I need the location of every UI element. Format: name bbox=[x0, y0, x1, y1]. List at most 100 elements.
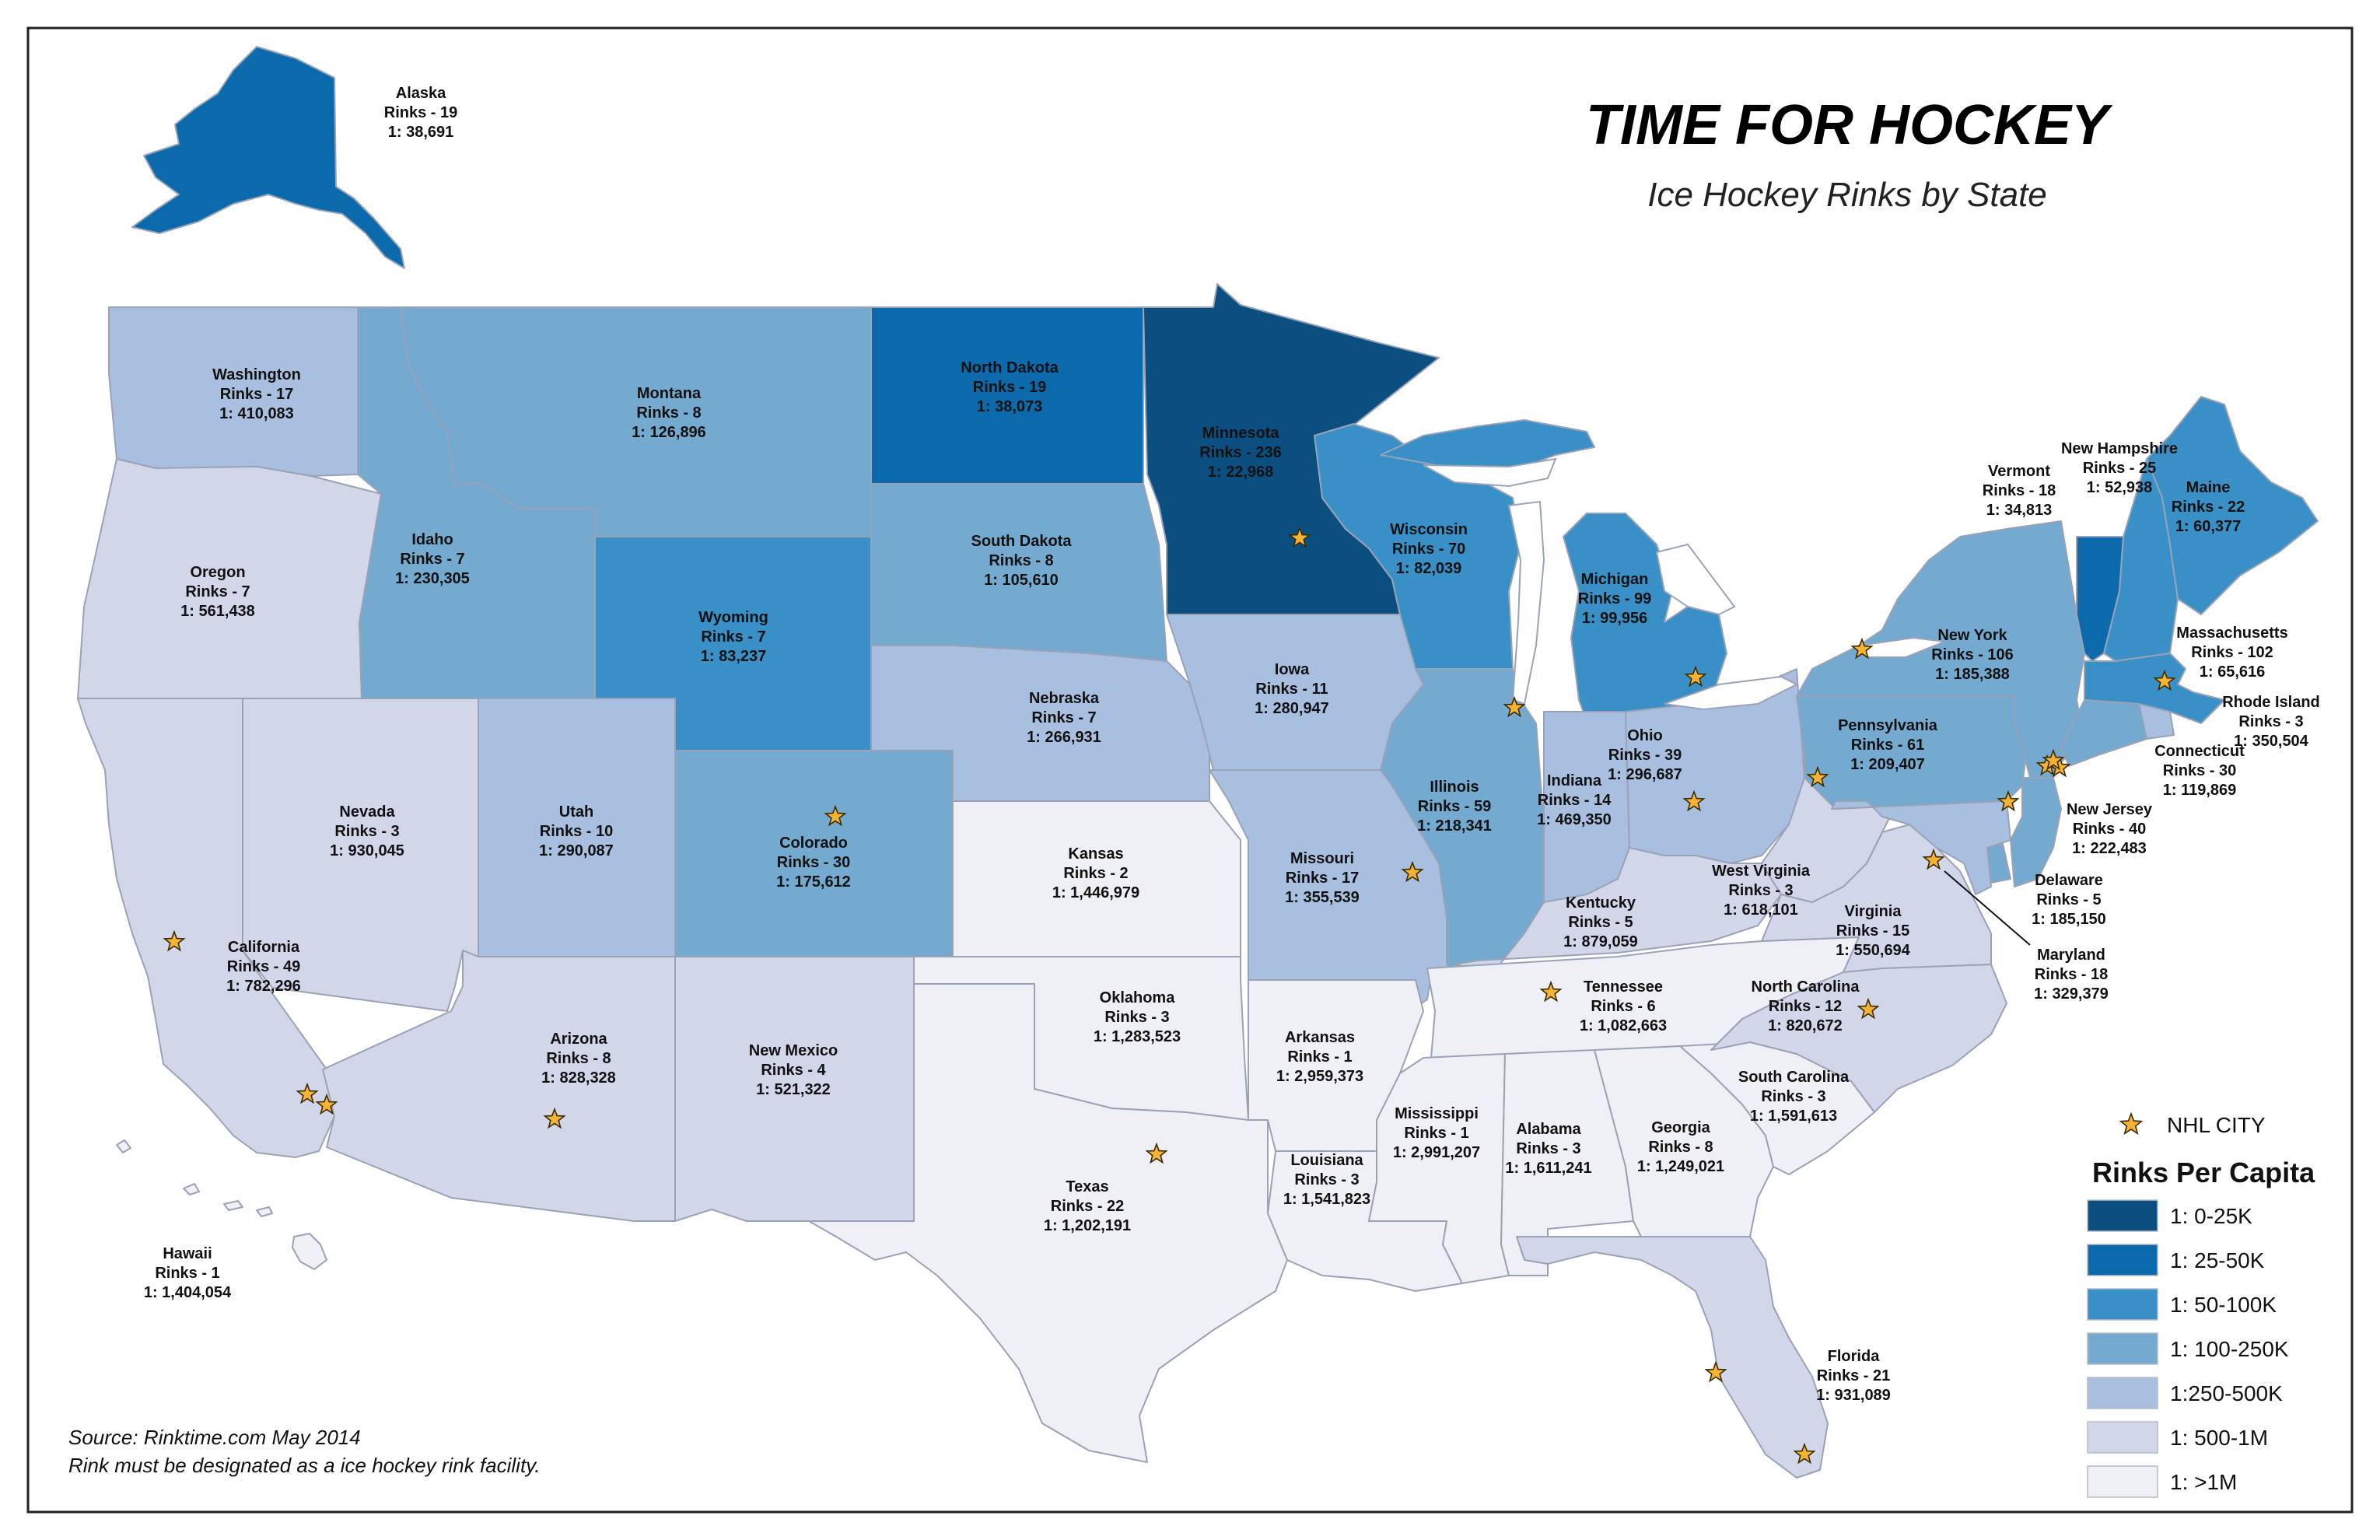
label-tennessee-rinks: Rinks - 6 bbox=[1591, 998, 1655, 1015]
label-utah-rinks: Rinks - 10 bbox=[540, 823, 613, 840]
label-indiana-ratio: 1: 469,350 bbox=[1537, 811, 1612, 828]
label-north-dakota-ratio: 1: 38,073 bbox=[977, 398, 1043, 415]
label-connecticut-name: Connecticut bbox=[2154, 743, 2245, 760]
label-nevada-name: Nevada bbox=[339, 803, 395, 821]
label-new-hampshire-ratio: 1: 52,938 bbox=[2087, 479, 2153, 496]
source-line-1: Source: Rinktime.com May 2014 bbox=[68, 1426, 361, 1449]
label-vermont: Vermont Rinks - 18 1: 34,813 bbox=[1983, 463, 2056, 519]
label-maine-name: Maine bbox=[2186, 479, 2231, 496]
label-iowa-name: Iowa bbox=[1275, 661, 1310, 678]
label-arkansas-name: Arkansas bbox=[1285, 1029, 1355, 1046]
label-michigan-ratio: 1: 99,956 bbox=[1582, 610, 1648, 627]
label-idaho-name: Idaho bbox=[411, 531, 453, 548]
legend: NHL CITY Rinks Per Capita 1: 0-25K 1: 25-… bbox=[2087, 1111, 2315, 1498]
label-georgia-rinks: Rinks - 8 bbox=[1648, 1139, 1713, 1156]
label-nevada-rinks: Rinks - 3 bbox=[334, 823, 399, 840]
label-utah: Utah Rinks - 10 1: 290,087 bbox=[539, 803, 614, 859]
label-montana: Montana Rinks - 8 1: 126,896 bbox=[632, 385, 706, 441]
state-kentucky bbox=[1454, 847, 1782, 973]
state-florida bbox=[1516, 1236, 1829, 1479]
nhl-city-star-icon bbox=[1682, 789, 1706, 812]
label-west-virginia-rinks: Rinks - 3 bbox=[1728, 882, 1793, 899]
label-georgia-ratio: 1: 1,249,021 bbox=[1637, 1158, 1724, 1175]
legend-nhl-city-label: NHL CITY bbox=[2167, 1113, 2266, 1137]
label-california: California Rinks - 49 1: 782,296 bbox=[226, 939, 301, 995]
label-oregon-ratio: 1: 561,438 bbox=[180, 603, 255, 620]
label-indiana-name: Indiana bbox=[1547, 772, 1602, 789]
label-missouri-name: Missouri bbox=[1290, 850, 1354, 867]
label-arkansas: Arkansas Rinks - 1 1: 2,959,373 bbox=[1276, 1029, 1363, 1085]
label-connecticut: Connecticut Rinks - 30 1: 119,869 bbox=[2154, 743, 2245, 799]
label-nebraska-name: Nebraska bbox=[1029, 690, 1100, 707]
label-delaware-name: Delaware bbox=[2035, 872, 2103, 889]
label-new-hampshire-name: New Hampshire bbox=[2061, 440, 2178, 457]
label-wyoming-ratio: 1: 83,237 bbox=[701, 648, 767, 665]
label-delaware-ratio: 1: 185,150 bbox=[2032, 911, 2106, 928]
lake-2 bbox=[1655, 543, 1736, 616]
legend-swatch bbox=[2087, 1377, 2158, 1409]
label-alaska-name: Alaska bbox=[396, 85, 446, 102]
label-illinois-ratio: 1: 218,341 bbox=[1417, 817, 1492, 835]
label-washington: Washington Rinks - 17 1: 410,083 bbox=[212, 366, 301, 422]
label-nebraska: Nebraska Rinks - 7 1: 266,931 bbox=[1027, 690, 1101, 746]
label-texas-ratio: 1: 1,202,191 bbox=[1044, 1217, 1131, 1234]
label-rhode-island-name: Rhode Island bbox=[2222, 694, 2320, 711]
label-pennsylvania-ratio: 1: 209,407 bbox=[1850, 756, 1925, 773]
state-california bbox=[77, 698, 335, 1158]
state-north-carolina bbox=[1710, 964, 2007, 1113]
label-kansas: Kansas Rinks - 2 1: 1,446,979 bbox=[1052, 845, 1139, 901]
label-louisiana-rinks: Rinks - 3 bbox=[1294, 1171, 1359, 1188]
label-virginia-rinks: Rinks - 15 bbox=[1836, 922, 1909, 940]
label-washington-ratio: 1: 410,083 bbox=[219, 405, 294, 422]
label-alabama-rinks: Rinks - 3 bbox=[1516, 1140, 1580, 1157]
label-pennsylvania-rinks: Rinks - 61 bbox=[1851, 737, 1924, 754]
label-colorado: Colorado Rinks - 30 1: 175,612 bbox=[776, 835, 851, 891]
label-utah-name: Utah bbox=[559, 803, 593, 821]
label-hawaii: Hawaii Rinks - 1 1: 1,404,054 bbox=[144, 1245, 232, 1301]
label-ohio: Ohio Rinks - 39 1: 296,687 bbox=[1608, 727, 1682, 783]
label-kansas-name: Kansas bbox=[1068, 845, 1123, 863]
label-kentucky: Kentucky Rinks - 5 1: 879,059 bbox=[1563, 894, 1638, 950]
label-montana-ratio: 1: 126,896 bbox=[632, 424, 706, 441]
label-arizona: Arizona Rinks - 8 1: 828,328 bbox=[541, 1031, 616, 1087]
label-nebraska-ratio: 1: 266,931 bbox=[1027, 729, 1101, 746]
nhl-city-star-icon bbox=[1401, 860, 1424, 883]
lake-3 bbox=[1664, 675, 1799, 711]
label-north-carolina: North Carolina Rinks - 12 1: 820,672 bbox=[1752, 978, 1860, 1034]
label-arizona-name: Arizona bbox=[550, 1031, 607, 1048]
label-idaho-rinks: Rinks - 7 bbox=[400, 551, 464, 568]
label-massachusetts-name: Massachusetts bbox=[2176, 625, 2287, 642]
nhl-city-star-icon bbox=[1704, 1360, 1727, 1383]
label-new-jersey-rinks: Rinks - 40 bbox=[2073, 821, 2146, 838]
label-washington-name: Washington bbox=[212, 366, 301, 383]
legend-label: 1: 0-25K bbox=[2170, 1204, 2252, 1228]
label-iowa: Iowa Rinks - 11 1: 280,947 bbox=[1255, 661, 1329, 717]
label-wisconsin-ratio: 1: 82,039 bbox=[1396, 560, 1462, 577]
label-minnesota-rinks: Rinks - 236 bbox=[1199, 444, 1282, 461]
label-west-virginia-ratio: 1: 618,101 bbox=[1724, 901, 1798, 919]
map-subtitle: Ice Hockey Rinks by State bbox=[1647, 176, 2047, 214]
legend-classes: 1: 0-25K 1: 25-50K 1: 50-100K 1: 100-250K 1:… bbox=[2087, 1199, 2289, 1498]
label-wyoming: Wyoming Rinks - 7 1: 83,237 bbox=[698, 609, 768, 665]
label-florida-ratio: 1: 931,089 bbox=[1816, 1387, 1891, 1404]
label-georgia: Georgia Rinks - 8 1: 1,249,021 bbox=[1637, 1119, 1724, 1175]
label-indiana-rinks: Rinks - 14 bbox=[1538, 792, 1612, 809]
nhl-city-star-icon bbox=[315, 1093, 338, 1115]
label-south-dakota-ratio: 1: 105,610 bbox=[984, 572, 1059, 589]
label-arkansas-ratio: 1: 2,959,373 bbox=[1276, 1068, 1363, 1085]
legend-swatch bbox=[2087, 1465, 2158, 1498]
state-alaska bbox=[131, 46, 405, 269]
label-minnesota-name: Minnesota bbox=[1202, 425, 1280, 442]
label-texas-rinks: Rinks - 22 bbox=[1051, 1198, 1124, 1215]
label-rhode-island-ratio: 1: 350,504 bbox=[2234, 733, 2309, 750]
label-oklahoma-ratio: 1: 1,283,523 bbox=[1094, 1028, 1181, 1045]
label-maryland-name: Maryland bbox=[2037, 947, 2105, 964]
label-virginia-ratio: 1: 550,694 bbox=[1836, 942, 1911, 959]
label-kentucky-name: Kentucky bbox=[1566, 894, 1636, 912]
state-new-jersey bbox=[2010, 777, 2062, 887]
label-colorado-ratio: 1: 175,612 bbox=[776, 873, 851, 891]
label-new-york-ratio: 1: 185,388 bbox=[1935, 666, 2010, 683]
label-north-carolina-name: North Carolina bbox=[1752, 978, 1860, 996]
label-oregon: Oregon Rinks - 7 1: 561,438 bbox=[180, 564, 255, 620]
legend-class-1: 1: 25-50K bbox=[2087, 1244, 2265, 1276]
